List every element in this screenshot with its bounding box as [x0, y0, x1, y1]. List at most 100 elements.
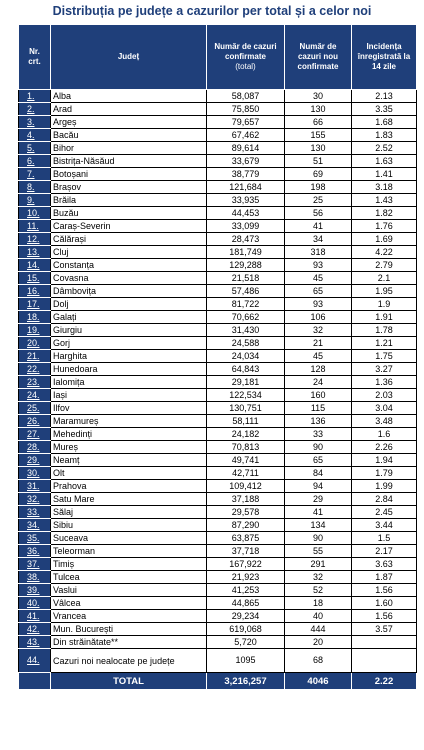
- incidence: 2.45: [351, 505, 417, 519]
- table-row: 17. Dolj 81,722 93 1.9: [18, 297, 417, 311]
- new-cases: 21: [284, 336, 352, 350]
- county-name: Maramureș: [50, 414, 207, 428]
- header-nr: Nr. crt.: [18, 24, 51, 90]
- county-name: Cazuri noi nealocate pe județe: [50, 648, 207, 673]
- incidence: 3.18: [351, 180, 417, 194]
- total-cases: 87,290: [206, 518, 285, 532]
- county-name: Constanța: [50, 258, 207, 272]
- row-number: 25.: [18, 401, 51, 415]
- row-number: 22.: [18, 362, 51, 376]
- table-row: 36. Teleorman 37,718 55 2.17: [18, 544, 417, 558]
- table-row: 34. Sibiu 87,290 134 3.44: [18, 518, 417, 532]
- total-cases: 70,662: [206, 310, 285, 324]
- table-row: 24. Iași 122,534 160 2.03: [18, 388, 417, 402]
- new-cases: 318: [284, 245, 352, 259]
- new-cases: 69: [284, 167, 352, 181]
- header-total: Număr de cazuri confirmate (total): [206, 24, 285, 90]
- incidence: 1.78: [351, 323, 417, 337]
- total-cases: 24,182: [206, 427, 285, 441]
- total-cases: 121,684: [206, 180, 285, 194]
- row-number: 7.: [18, 167, 51, 181]
- table-row: 37. Timiș 167,922 291 3.63: [18, 557, 417, 571]
- new-cases: 115: [284, 401, 352, 415]
- incidence: 1.99: [351, 479, 417, 493]
- total-cases: 21,923: [206, 570, 285, 584]
- header-total-main: Număr de cazuri confirmate: [214, 42, 277, 61]
- row-number: 31.: [18, 479, 51, 493]
- row-number: 11.: [18, 219, 51, 233]
- table-row: 23. Ialomița 29,181 24 1.36: [18, 375, 417, 389]
- page-title: Distribuția pe județe a cazurilor per to…: [52, 4, 372, 18]
- new-cases: 51: [284, 154, 352, 168]
- county-name: Giurgiu: [50, 323, 207, 337]
- incidence: 1.36: [351, 375, 417, 389]
- county-name: Mureș: [50, 440, 207, 454]
- new-cases: 29: [284, 492, 352, 506]
- table-row: 42. Mun. București 619,068 444 3.57: [18, 622, 417, 636]
- header-nr-line1: Nr.: [29, 47, 40, 56]
- new-cases: 84: [284, 466, 352, 480]
- row-number: 10.: [18, 206, 51, 220]
- row-number: 42.: [18, 622, 51, 636]
- county-name: Caraș-Severin: [50, 219, 207, 233]
- table-row: 3. Argeș 79,657 66 1.68: [18, 115, 417, 129]
- total-cases: 38,779: [206, 167, 285, 181]
- county-name: Buzău: [50, 206, 207, 220]
- table-row: 31. Prahova 109,412 94 1.99: [18, 479, 417, 493]
- row-number: 36.: [18, 544, 51, 558]
- table-body: 1. Alba 58,087 30 2.13 2. Arad 75,850 130 3.35 3. A…: [18, 89, 417, 673]
- total-cases: 33,679: [206, 154, 285, 168]
- total-cases: 44,453: [206, 206, 285, 220]
- row-number: 30.: [18, 466, 51, 480]
- row-number: 35.: [18, 531, 51, 545]
- county-name: Botoșani: [50, 167, 207, 181]
- incidence: 4.22: [351, 245, 417, 259]
- county-cases-table: Nr. crt. Județ Număr de cazuri confirmat…: [18, 24, 417, 690]
- table-row: 41. Vrancea 29,234 40 1.56: [18, 609, 417, 623]
- new-cases: 20: [284, 635, 352, 649]
- incidence: 1.75: [351, 349, 417, 363]
- header-nr-line2: crt.: [28, 57, 41, 66]
- incidence: 3.57: [351, 622, 417, 636]
- table-row: 28. Mureș 70,813 90 2.26: [18, 440, 417, 454]
- total-cases: 130,751: [206, 401, 285, 415]
- table-row: 20. Gorj 24,588 21 1.21: [18, 336, 417, 350]
- table-row: 38. Tulcea 21,923 32 1.87: [18, 570, 417, 584]
- new-cases: 30: [284, 89, 352, 103]
- county-name: Bistrița-Năsăud: [50, 154, 207, 168]
- county-name: Vaslui: [50, 583, 207, 597]
- incidence: 1.6: [351, 427, 417, 441]
- row-number: 2.: [18, 102, 51, 116]
- county-name: Arad: [50, 102, 207, 116]
- total-cases: 3,216,257: [206, 672, 285, 690]
- table-row: 10. Buzău 44,453 56 1.82: [18, 206, 417, 220]
- total-row: TOTAL 3,216,257 4046 2.22: [18, 672, 417, 690]
- total-cases: 29,234: [206, 609, 285, 623]
- incidence: 3.35: [351, 102, 417, 116]
- new-cases: 130: [284, 141, 352, 155]
- table-row: 11. Caraș-Severin 33,099 41 1.76: [18, 219, 417, 233]
- row-number: 37.: [18, 557, 51, 571]
- row-number: 4.: [18, 128, 51, 142]
- row-number: 28.: [18, 440, 51, 454]
- new-cases: 66: [284, 115, 352, 129]
- table-row: 43. Din străinătate** 5,720 20: [18, 635, 417, 649]
- total-cases: 70,813: [206, 440, 285, 454]
- new-cases: 24: [284, 375, 352, 389]
- total-cases: 57,486: [206, 284, 285, 298]
- new-cases: 65: [284, 453, 352, 467]
- incidence: 3.27: [351, 362, 417, 376]
- county-name: Brăila: [50, 193, 207, 207]
- row-number: 8.: [18, 180, 51, 194]
- incidence: 2.26: [351, 440, 417, 454]
- total-cases: 33,935: [206, 193, 285, 207]
- row-number: 34.: [18, 518, 51, 532]
- incidence: 3.63: [351, 557, 417, 571]
- new-cases: 90: [284, 531, 352, 545]
- table-row: 35. Suceava 63,875 90 1.5: [18, 531, 417, 545]
- row-number: 3.: [18, 115, 51, 129]
- county-name: Suceava: [50, 531, 207, 545]
- row-number: 5.: [18, 141, 51, 155]
- incidence: 1.69: [351, 232, 417, 246]
- row-number: 27.: [18, 427, 51, 441]
